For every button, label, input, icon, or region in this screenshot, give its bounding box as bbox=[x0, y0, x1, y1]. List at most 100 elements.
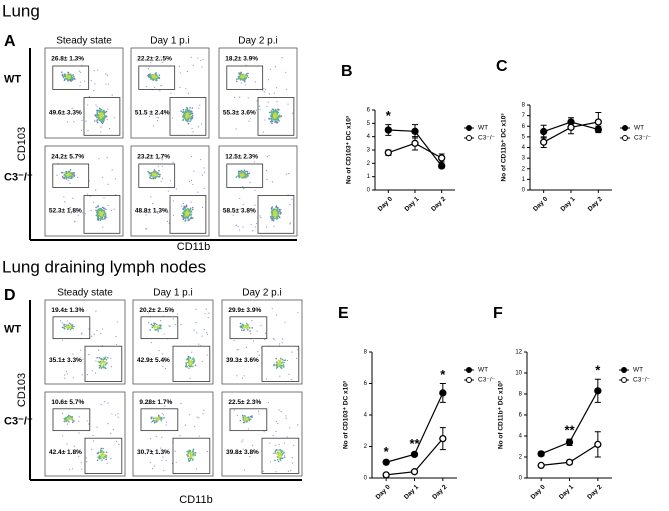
flow-event bbox=[99, 449, 102, 451]
flow-event bbox=[97, 456, 100, 458]
flow-event bbox=[269, 442, 271, 444]
flow-event bbox=[272, 214, 275, 217]
x-tick-label: Day 2 bbox=[431, 483, 448, 500]
flow-event bbox=[203, 167, 205, 169]
flow-event bbox=[86, 460, 88, 463]
flow-event bbox=[103, 111, 105, 114]
flow-event bbox=[243, 176, 246, 178]
flow-event bbox=[201, 360, 203, 363]
flow-event bbox=[61, 175, 64, 178]
flow-event bbox=[191, 110, 193, 113]
flow-event bbox=[278, 409, 280, 411]
flow-event bbox=[82, 359, 84, 361]
flow-event bbox=[192, 448, 195, 451]
flow-event bbox=[98, 209, 101, 211]
flow-event bbox=[277, 456, 280, 458]
flow-event bbox=[93, 70, 95, 72]
flow-event bbox=[98, 213, 100, 215]
legend-label: C3⁻/⁻ bbox=[634, 135, 652, 142]
flow-event bbox=[191, 107, 194, 109]
flow-event bbox=[240, 82, 242, 84]
flow-event bbox=[242, 448, 244, 450]
flow-event bbox=[106, 74, 108, 76]
flow-event bbox=[240, 157, 243, 159]
section-title: Lung draining lymph nodes bbox=[2, 257, 206, 276]
flow-event bbox=[185, 364, 188, 366]
flow-event bbox=[78, 70, 80, 72]
flow-event bbox=[144, 212, 146, 214]
flow-event bbox=[160, 180, 162, 182]
flow-event bbox=[88, 423, 90, 425]
flow-event bbox=[104, 217, 106, 220]
flow-event bbox=[205, 308, 207, 310]
flow-event bbox=[89, 195, 91, 198]
flow-event bbox=[145, 86, 147, 88]
legend-label: WT bbox=[478, 125, 488, 132]
flow-event bbox=[186, 108, 189, 111]
flow-event bbox=[245, 73, 248, 75]
flow-event bbox=[240, 175, 242, 177]
row-label: C3⁻/⁻ bbox=[4, 415, 33, 427]
flow-event bbox=[182, 202, 185, 205]
flow-event bbox=[191, 114, 194, 117]
flow-event bbox=[80, 462, 82, 464]
flow-event bbox=[72, 174, 74, 177]
panel-label: D bbox=[4, 287, 16, 304]
flow-event bbox=[150, 323, 153, 326]
flow-event bbox=[182, 109, 185, 111]
flow-event bbox=[244, 170, 246, 173]
flow-event bbox=[96, 110, 99, 112]
flow-event bbox=[268, 93, 271, 95]
flow-event bbox=[97, 451, 100, 454]
flow-event bbox=[249, 415, 252, 418]
flow-event bbox=[153, 465, 156, 467]
flow-event bbox=[239, 208, 241, 210]
flow-event bbox=[262, 131, 264, 133]
flow-event bbox=[99, 360, 102, 363]
flow-event bbox=[98, 356, 101, 359]
flow-event bbox=[242, 416, 245, 418]
flow-event bbox=[267, 101, 269, 103]
gate bbox=[52, 408, 91, 432]
flow-event bbox=[98, 158, 100, 160]
flow-event bbox=[285, 71, 287, 73]
flow-event bbox=[174, 450, 176, 452]
significance: * bbox=[386, 108, 392, 123]
flow-event bbox=[79, 85, 81, 87]
flow-event bbox=[78, 416, 80, 418]
flow-event bbox=[111, 169, 113, 171]
flow-event bbox=[242, 203, 244, 206]
flow-event bbox=[275, 113, 277, 116]
flow-event bbox=[182, 218, 185, 221]
flow-event bbox=[96, 426, 98, 428]
flow-event bbox=[156, 328, 159, 330]
flow-event bbox=[255, 109, 257, 111]
flow-event bbox=[291, 457, 293, 459]
flow-event bbox=[278, 361, 281, 364]
flow-event bbox=[105, 209, 107, 211]
gate-percentage: 10.6± 5.7% bbox=[51, 399, 84, 406]
flow-event bbox=[116, 440, 118, 443]
flow-event bbox=[67, 80, 69, 82]
flow-event bbox=[275, 444, 277, 447]
flow-event bbox=[184, 209, 187, 211]
flow-event bbox=[284, 359, 287, 362]
flow-event bbox=[105, 358, 108, 361]
flow-event bbox=[96, 214, 99, 216]
flow-event bbox=[270, 120, 272, 123]
flow-event bbox=[70, 212, 72, 214]
flow-event bbox=[90, 209, 92, 211]
flow-event bbox=[104, 367, 107, 370]
flow-event bbox=[152, 417, 155, 419]
flow-event bbox=[239, 322, 242, 325]
flow-event bbox=[187, 219, 190, 222]
gate-percentage: 39.3± 3.6% bbox=[226, 357, 259, 364]
data-point bbox=[594, 118, 602, 126]
flow-event bbox=[239, 74, 242, 76]
flow-event bbox=[268, 111, 271, 114]
data-point bbox=[410, 450, 419, 459]
flow-event bbox=[194, 452, 197, 454]
flow-event bbox=[70, 78, 73, 80]
y-tick-label: 5 bbox=[522, 134, 526, 140]
flow-event bbox=[279, 363, 282, 366]
